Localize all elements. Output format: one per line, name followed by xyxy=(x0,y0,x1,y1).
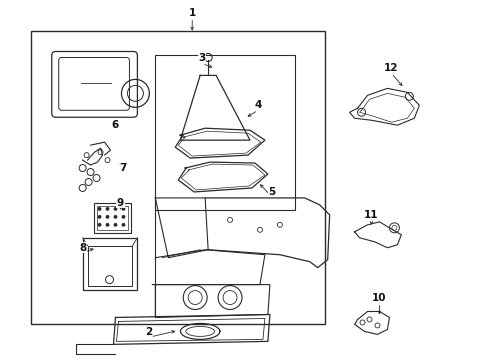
Text: 9: 9 xyxy=(117,198,124,208)
Text: 1: 1 xyxy=(188,8,195,18)
Text: 2: 2 xyxy=(144,327,152,337)
Bar xyxy=(87,246,132,285)
Bar xyxy=(93,203,131,233)
Text: 11: 11 xyxy=(364,210,378,220)
Text: 8: 8 xyxy=(79,243,86,253)
Text: 4: 4 xyxy=(254,100,261,110)
Bar xyxy=(82,238,137,289)
Circle shape xyxy=(106,216,108,218)
Circle shape xyxy=(114,208,117,210)
Text: 5: 5 xyxy=(268,187,275,197)
Text: 12: 12 xyxy=(384,63,398,73)
Text: 6: 6 xyxy=(112,120,119,130)
Circle shape xyxy=(122,216,124,218)
Bar xyxy=(155,55,294,210)
Circle shape xyxy=(122,224,124,226)
Circle shape xyxy=(98,224,101,226)
Circle shape xyxy=(106,224,108,226)
Text: 3: 3 xyxy=(198,54,205,63)
Circle shape xyxy=(114,216,117,218)
Text: 7: 7 xyxy=(119,163,126,173)
Circle shape xyxy=(106,208,108,210)
Bar xyxy=(96,206,128,230)
Bar xyxy=(31,31,324,324)
Circle shape xyxy=(114,224,117,226)
Circle shape xyxy=(122,208,124,210)
Circle shape xyxy=(98,208,101,210)
Circle shape xyxy=(98,216,101,218)
Text: 10: 10 xyxy=(371,293,386,302)
